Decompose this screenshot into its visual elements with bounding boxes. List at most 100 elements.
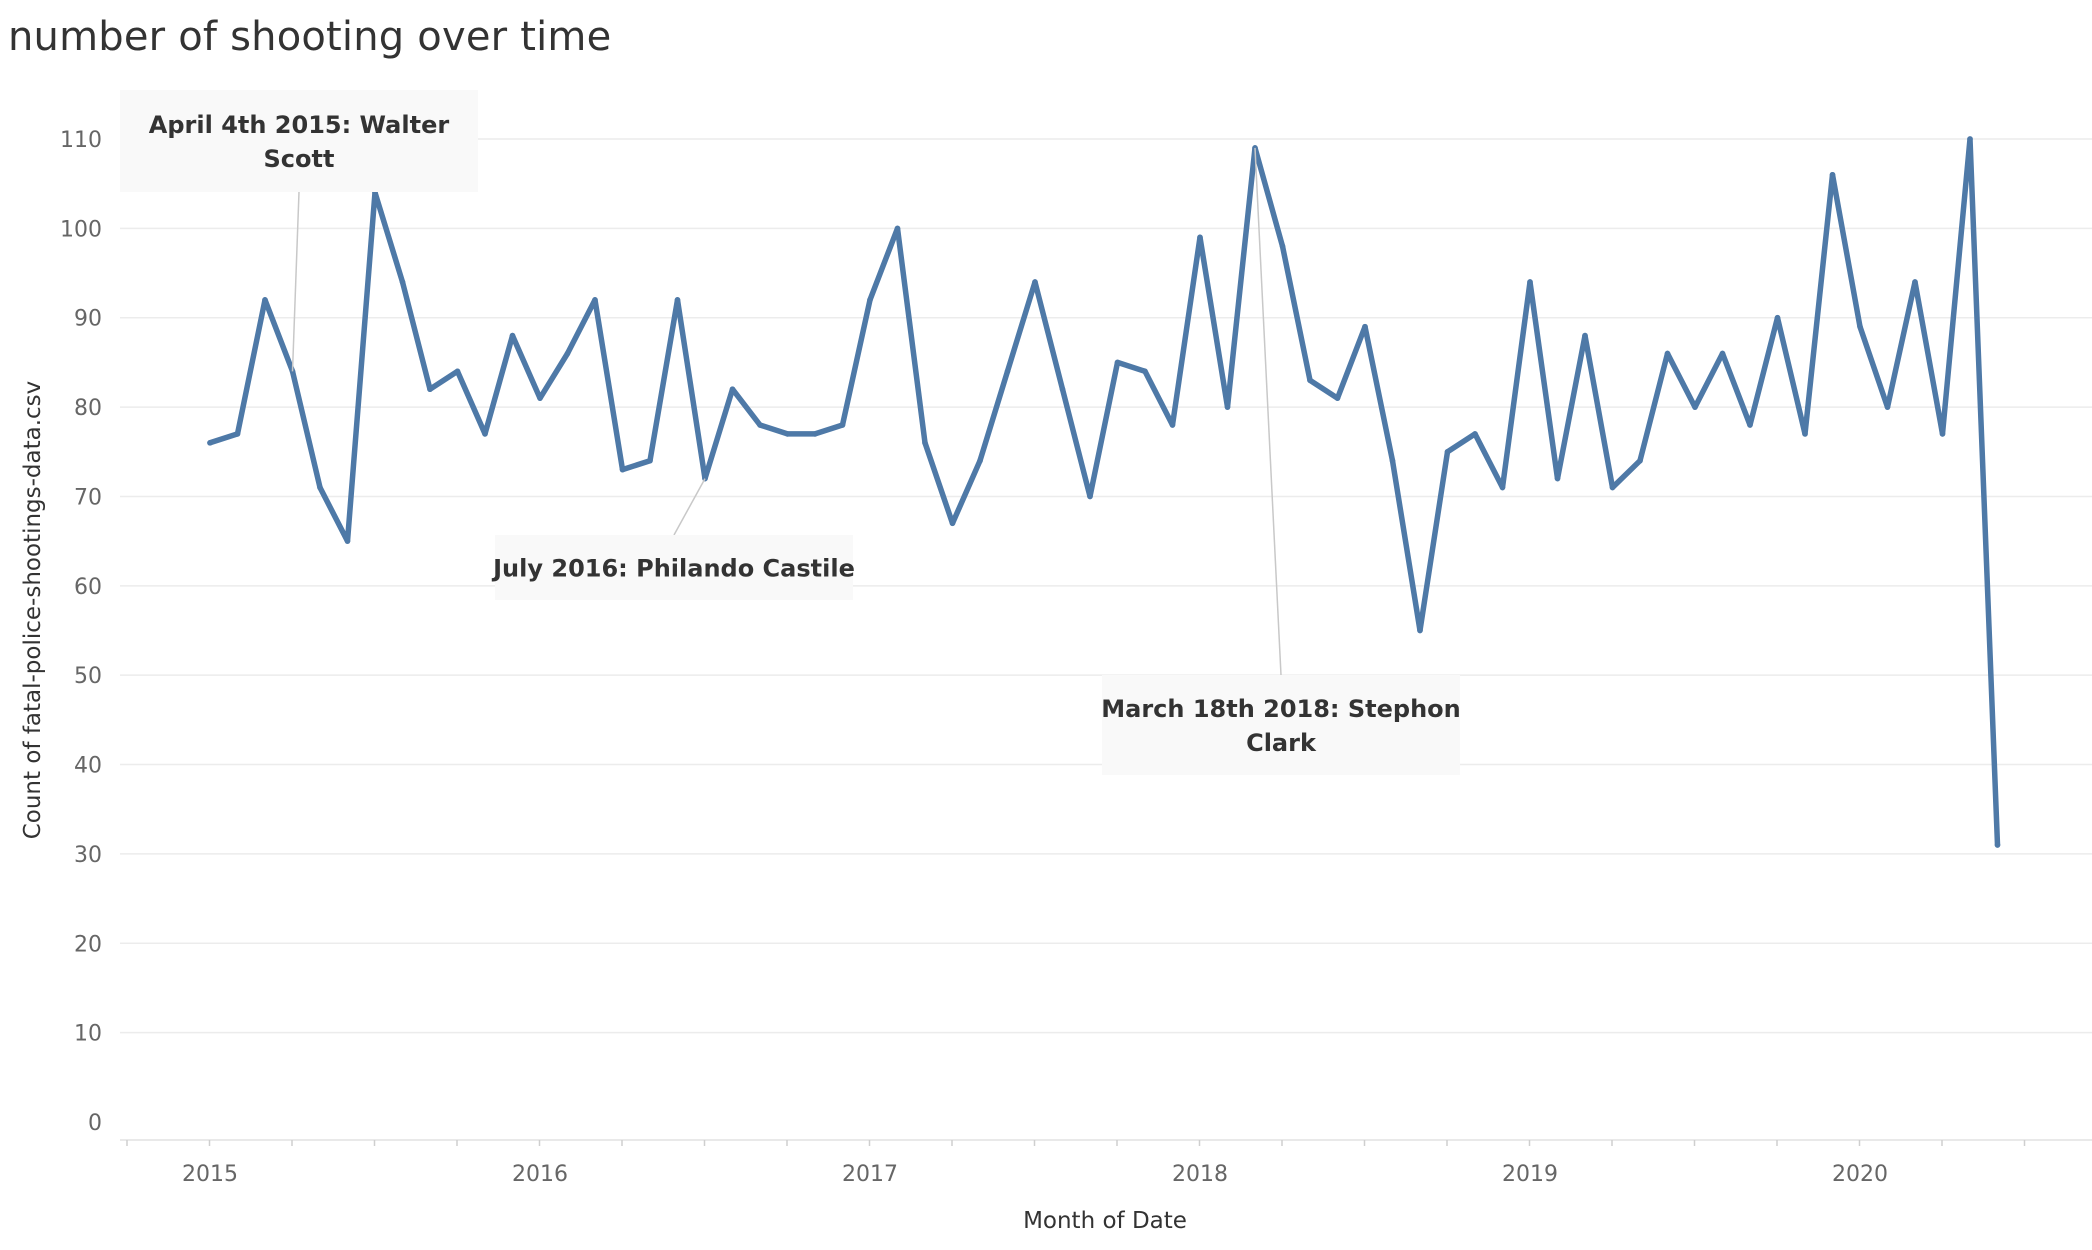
data-point	[894, 225, 901, 232]
data-point	[977, 457, 983, 464]
x-tick-label-2018: 2018	[1172, 1162, 1228, 1187]
data-point	[1224, 404, 1231, 410]
y-tick-label-80: 80	[74, 396, 102, 421]
data-point	[234, 431, 241, 437]
data-point	[1967, 136, 1973, 142]
data-point	[784, 431, 791, 437]
x-axis-title: Month of Date	[1023, 1208, 1187, 1234]
data-point	[1912, 279, 1918, 285]
series-layer	[207, 136, 2001, 848]
data-point	[839, 422, 846, 428]
data-point	[647, 457, 653, 464]
y-tick-label-70: 70	[74, 485, 102, 510]
annotation-leader-1	[673, 478, 706, 536]
data-point	[1554, 475, 1561, 482]
data-point	[729, 386, 736, 393]
data-point	[922, 440, 928, 446]
annotation-text: March 18th 2018: Stephon	[1101, 695, 1461, 723]
data-point	[1004, 368, 1011, 375]
data-point	[1829, 171, 1836, 178]
annotations: April 4th 2015: Walter Scott July 2016: Ph…	[120, 90, 1461, 775]
y-tick-label-60: 60	[74, 575, 102, 600]
data-point	[619, 466, 626, 473]
y-tick-label-20: 20	[74, 932, 102, 957]
y-axis-title: Count of fatal-police-shootings-data.csv	[20, 381, 46, 840]
data-point	[537, 395, 543, 401]
data-point	[1719, 350, 1726, 357]
y-tick-label-50: 50	[74, 664, 102, 689]
annotation-leader-0	[291, 191, 300, 372]
data-point	[1747, 422, 1753, 428]
data-point	[1857, 323, 1863, 330]
x-tick-label-2019: 2019	[1502, 1162, 1558, 1187]
data-point	[399, 279, 406, 285]
data-point	[1059, 386, 1066, 393]
data-point	[1087, 493, 1093, 500]
annotation-text: April 4th 2015: Walter	[149, 111, 450, 139]
y-axis: 0 10 20 30 40 50 60 70 80 90 100 110	[60, 128, 102, 1136]
data-point	[454, 368, 461, 375]
data-point	[1169, 422, 1176, 428]
data-point	[344, 538, 351, 544]
data-point	[757, 422, 763, 428]
data-point	[1609, 484, 1616, 491]
y-tick-label-100: 100	[60, 217, 102, 242]
data-point	[207, 440, 213, 446]
data-point	[317, 484, 323, 491]
grid-lines	[120, 138, 2092, 1034]
data-point	[1582, 332, 1588, 339]
x-tick-label-2020: 2020	[1832, 1162, 1888, 1187]
data-point	[1197, 234, 1203, 241]
y-tick-label-110: 110	[60, 128, 102, 153]
x-tick-label-2017: 2017	[842, 1162, 898, 1187]
x-tick-label-2016: 2016	[512, 1162, 568, 1187]
annotation-box-0	[120, 90, 478, 192]
data-point	[1637, 457, 1643, 464]
data-point	[1279, 243, 1286, 250]
annotation-text: Scott	[264, 145, 335, 173]
data-point	[1774, 314, 1781, 321]
data-point	[1444, 448, 1451, 455]
data-point	[1142, 368, 1148, 375]
data-point	[1389, 457, 1396, 464]
data-point	[867, 297, 873, 303]
data-point	[427, 386, 433, 393]
annotation-box-2	[1102, 675, 1460, 775]
data-point	[592, 297, 598, 303]
data-point	[564, 350, 571, 357]
data-point	[1307, 377, 1313, 384]
y-tick-label-90: 90	[74, 307, 102, 332]
data-point	[812, 431, 818, 437]
y-tick-label-30: 30	[74, 843, 102, 868]
y-tick-label-10: 10	[74, 1022, 102, 1047]
data-point	[674, 297, 681, 303]
data-point	[949, 520, 956, 527]
data-point	[1692, 404, 1698, 410]
data-point	[262, 297, 268, 303]
data-point	[1939, 431, 1946, 437]
data-point	[1032, 279, 1038, 285]
series-line-0	[207, 136, 2001, 848]
data-point	[1664, 350, 1671, 357]
data-point	[509, 332, 516, 339]
x-tick-label-2015: 2015	[182, 1162, 238, 1187]
data-point	[482, 431, 488, 437]
data-point	[1114, 359, 1121, 366]
annotation-box-1	[495, 535, 853, 600]
data-point	[1499, 484, 1506, 491]
annotation-text: July 2016: Philando Castile	[491, 555, 855, 583]
x-axis: 2015 2016 2017 2018 2019 2020	[120, 1139, 2092, 1187]
annotation-text: Clark	[1246, 729, 1317, 757]
data-point	[1472, 431, 1478, 437]
data-point	[1417, 627, 1423, 634]
annotation-leader-2	[1254, 147, 1282, 676]
data-point	[1362, 323, 1368, 330]
chart-title: number of shooting over time	[8, 14, 612, 60]
data-point	[1884, 404, 1891, 410]
data-point	[1994, 842, 2001, 848]
y-tick-label-40: 40	[74, 754, 102, 779]
data-point	[1527, 279, 1533, 285]
data-point	[1802, 431, 1808, 437]
data-point	[1334, 395, 1341, 401]
